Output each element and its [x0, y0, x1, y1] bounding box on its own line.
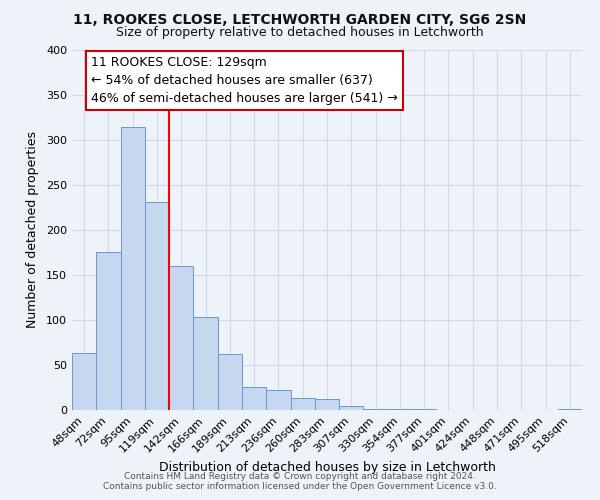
Bar [290, 398, 315, 410]
Bar [558, 409, 582, 410]
Bar [72, 354, 96, 410]
Bar [145, 202, 169, 410]
X-axis label: Distribution of detached houses by size in Letchworth: Distribution of detached houses by size … [158, 461, 496, 474]
Text: 11, ROOKES CLOSE, LETCHWORTH GARDEN CITY, SG6 2SN: 11, ROOKES CLOSE, LETCHWORTH GARDEN CITY… [73, 12, 527, 26]
Y-axis label: Number of detached properties: Number of detached properties [26, 132, 39, 328]
Text: 11 ROOKES CLOSE: 129sqm
← 54% of detached houses are smaller (637)
46% of semi-d: 11 ROOKES CLOSE: 129sqm ← 54% of detache… [91, 56, 398, 106]
Bar [388, 409, 412, 410]
Bar [242, 386, 266, 410]
Bar [193, 318, 218, 410]
Bar [169, 266, 193, 410]
Bar [96, 252, 121, 410]
Text: Contains HM Land Registry data © Crown copyright and database right 2024.: Contains HM Land Registry data © Crown c… [124, 472, 476, 481]
Bar [412, 409, 436, 410]
Text: Contains public sector information licensed under the Open Government Licence v3: Contains public sector information licen… [103, 482, 497, 491]
Bar [218, 354, 242, 410]
Bar [364, 409, 388, 410]
Bar [121, 126, 145, 410]
Bar [339, 406, 364, 410]
Bar [315, 399, 339, 410]
Bar [266, 390, 290, 410]
Text: Size of property relative to detached houses in Letchworth: Size of property relative to detached ho… [116, 26, 484, 39]
